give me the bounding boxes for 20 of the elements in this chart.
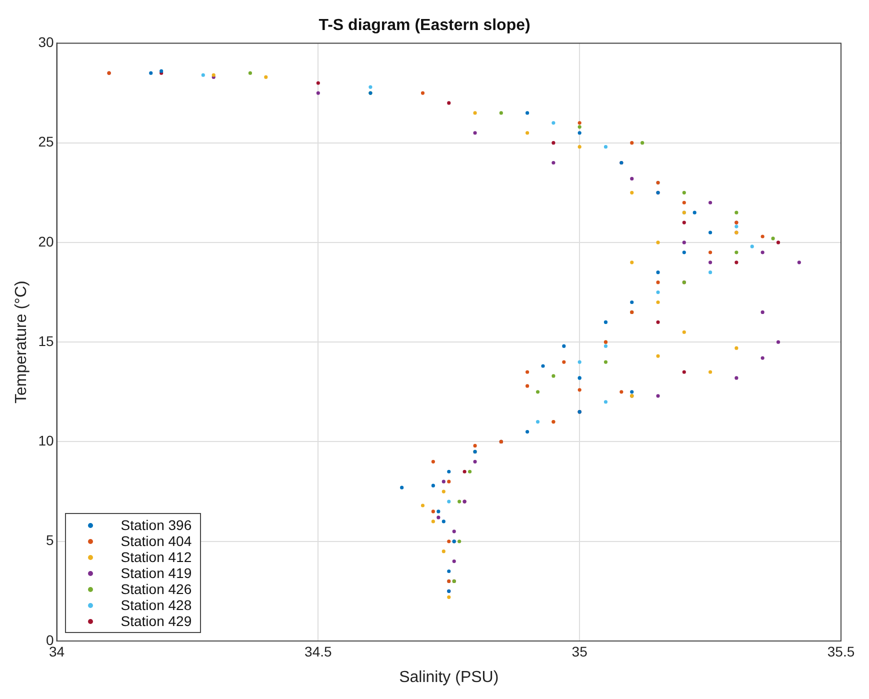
chart-title: T-S diagram (Eastern slope) (318, 17, 530, 34)
y-axis-title: Temperature (°C) (13, 280, 30, 404)
y-tick-label: 20 (38, 233, 54, 250)
legend-label: Station 404 (120, 533, 192, 549)
y-tick-label: 25 (38, 134, 54, 150)
x-tick-label: 34.5 (304, 643, 332, 660)
y-tick-label: 0 (46, 632, 54, 648)
legend-label: Station 396 (120, 517, 192, 533)
y-tick-label: 30 (38, 34, 54, 50)
legend-label: Station 428 (120, 597, 192, 613)
x-tick-label: 35.5 (827, 643, 855, 660)
legend-label: Station 412 (120, 549, 192, 565)
x-tick-label: 35 (572, 643, 588, 660)
legend-label: Station 419 (120, 565, 192, 581)
legend-label: Station 429 (120, 613, 192, 629)
x-axis-title: Salinity (PSU) (399, 668, 499, 686)
y-tick-label: 5 (46, 532, 54, 548)
y-tick-label: 10 (38, 432, 54, 449)
legend-label: Station 426 (120, 581, 192, 597)
y-tick-label: 15 (38, 332, 54, 349)
